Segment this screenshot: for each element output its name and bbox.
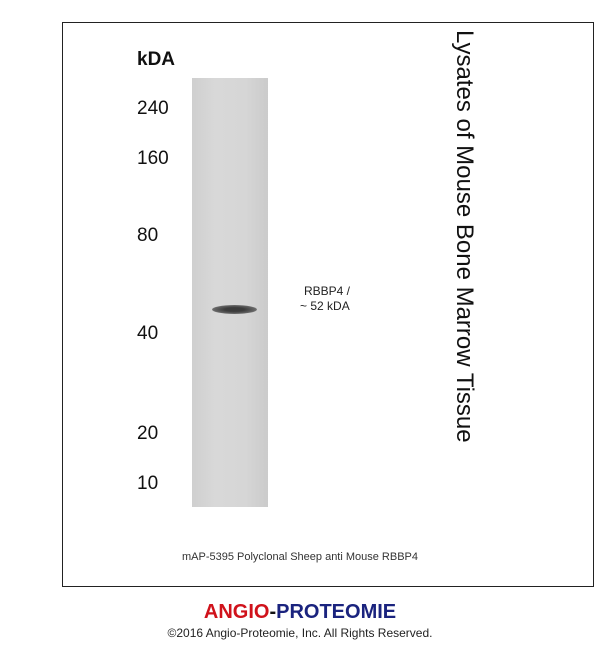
protein-band: [212, 305, 257, 314]
caption: mAP-5395 Polyclonal Sheep anti Mouse RBB…: [181, 551, 419, 563]
marker-160: 160: [137, 148, 169, 169]
copyright: ©2016 Angio-Proteomie, Inc. All Rights R…: [167, 626, 433, 640]
y-axis-label: kDA: [137, 49, 176, 70]
band-label-size: ~ 52 kDA: [300, 299, 350, 313]
brand-part1: ANGIO: [203, 601, 270, 623]
brand-part2: PROTEOMIE: [276, 601, 397, 623]
marker-240: 240: [137, 98, 169, 119]
marker-40: 40: [137, 323, 159, 344]
marker-20: 20: [137, 423, 159, 444]
sample-title: Lysates of Mouse Bone Marrow Tissue: [451, 30, 478, 443]
band-label: RBBP4 / ~ 52 kDA: [300, 284, 350, 314]
figure-frame: [62, 22, 594, 587]
band-label-name: RBBP4 /: [304, 284, 351, 298]
marker-80: 80: [137, 225, 159, 246]
blot-lane: [192, 78, 268, 507]
brand-logo: ANGIO-PROTEOMIE: [0, 601, 600, 624]
brand-sep: -: [269, 601, 277, 623]
marker-10: 10: [137, 473, 159, 494]
